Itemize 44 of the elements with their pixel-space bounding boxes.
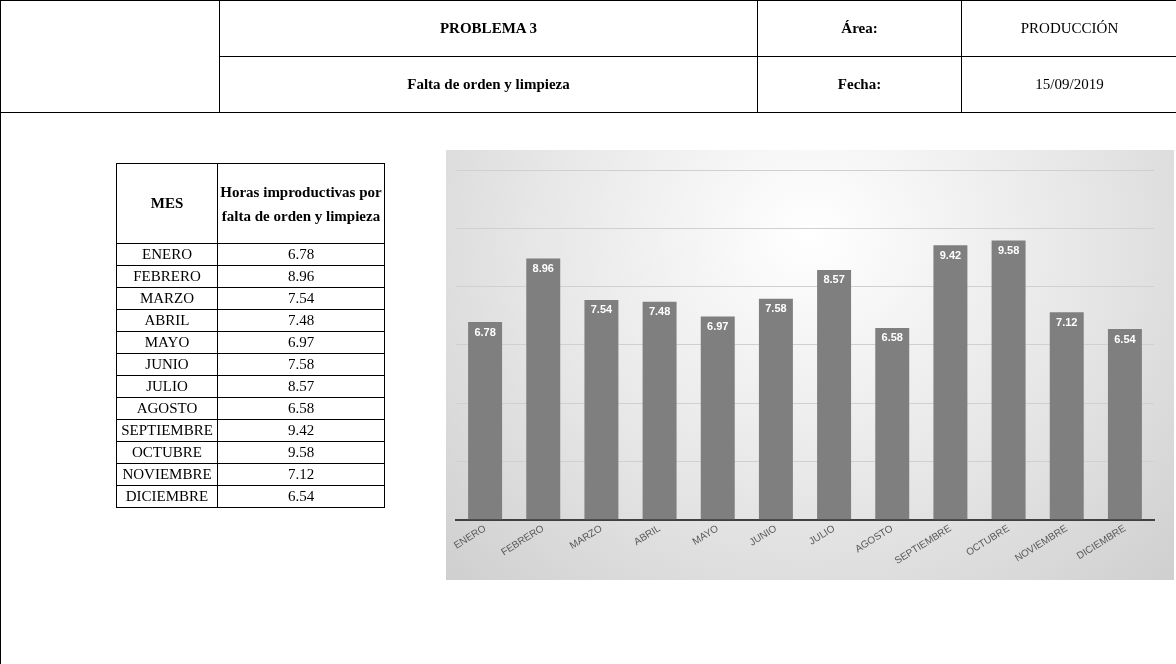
category-label: MARZO	[116, 287, 218, 310]
data-label: 8.96	[217, 265, 385, 288]
data-label: 7.54	[217, 287, 385, 310]
data-label: 8.57	[217, 375, 385, 398]
category-label: JULIO	[116, 375, 218, 398]
data-label: 8.57	[823, 273, 845, 286]
data-label: 7.12	[1056, 315, 1078, 328]
text: PRODUCCIÓN	[961, 0, 1176, 57]
category-label: SEPTIEMBRE	[116, 419, 218, 442]
data-label: 7.12	[217, 463, 385, 486]
text: Área:	[757, 0, 962, 57]
category-label: OCTUBRE	[116, 441, 218, 464]
category-label: JUNIO	[116, 353, 218, 376]
data-label: 6.54	[1114, 332, 1137, 345]
category-label: AGOSTO	[116, 397, 218, 420]
data-label: 6.97	[217, 331, 385, 354]
text: 15/09/2019	[961, 56, 1176, 113]
data-label: 7.58	[765, 302, 787, 315]
category-label: ENERO	[116, 243, 218, 266]
data-label: 7.54	[590, 303, 613, 316]
category-label: NOVIEMBRE	[116, 463, 218, 486]
data-label: 9.58	[217, 441, 385, 464]
data-label: 6.54	[217, 485, 385, 508]
data-label: 6.78	[217, 243, 385, 266]
category-label: ABRIL	[116, 309, 218, 332]
data-label: 9.58	[997, 244, 1020, 257]
text: PROBLEMA 3	[219, 0, 758, 57]
data-label: 6.58	[881, 331, 903, 344]
data-label: 7.58	[217, 353, 385, 376]
category-label: FEBRERO	[116, 265, 218, 288]
text: Falta de orden y limpieza	[219, 56, 758, 113]
data-label: 8.96	[532, 262, 554, 275]
text: Fecha:	[757, 56, 962, 113]
data-label: 6.97	[707, 320, 729, 333]
category-label: MAYO	[116, 331, 218, 354]
data-label: 7.48	[217, 309, 385, 332]
text: Horas improductivas por falta de orden y limpieza	[217, 163, 385, 244]
text: MES	[116, 163, 218, 244]
data-label: 7.48	[648, 305, 671, 318]
data-label: 9.42	[217, 419, 385, 442]
data-label: 6.78	[474, 325, 496, 338]
category-label: DICIEMBRE	[116, 485, 218, 508]
data-label: 9.42	[939, 248, 962, 261]
data-label: 6.58	[217, 397, 385, 420]
